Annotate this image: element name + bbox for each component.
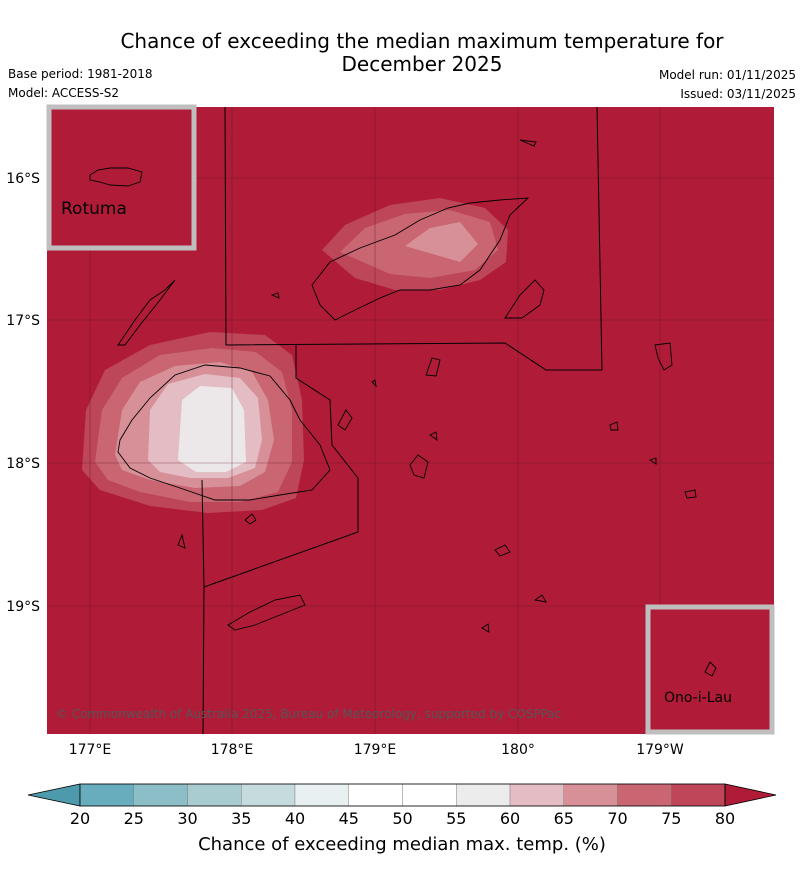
rotuma-island	[89, 167, 143, 187]
latitude-labels: 16°S 17°S 18°S 19°S	[6, 171, 40, 615]
lat-label-4: 19°S	[6, 599, 40, 615]
colorbar-segment	[133, 783, 188, 807]
issued-date: Issued: 03/11/2025	[680, 87, 796, 101]
colorbar-segment	[187, 783, 242, 807]
colorbar-segment	[348, 783, 403, 807]
contour-50-55	[178, 386, 246, 472]
colorbar-segment	[241, 783, 296, 807]
lon-label-3: 179°E	[354, 742, 397, 758]
colorbar-segment	[294, 783, 349, 807]
colorbar-segment	[456, 783, 511, 807]
colorbar-tick-label: 30	[177, 809, 197, 828]
colorbar-label: Chance of exceeding median max. temp. (%…	[198, 834, 606, 855]
colorbar-segment	[617, 783, 672, 807]
meta-left: Base period: 1981-2018 Model: ACCESS-S2	[8, 67, 153, 105]
colorbar-segment	[563, 783, 618, 807]
lon-label-4: 180°	[501, 742, 535, 758]
copyright-notice: © Commonwealth of Australia 2025, Bureau…	[56, 707, 561, 721]
ono-i-lau-label: Ono-i-Lau	[664, 690, 732, 706]
lon-label-5: 179°W	[636, 742, 684, 758]
vanua-levu-coast	[311, 197, 530, 321]
colorbar-segment	[509, 783, 564, 807]
title-line-1: Chance of exceeding the median maximum t…	[120, 29, 724, 53]
colorbar-tick-label: 35	[231, 809, 251, 828]
title-line-2: December 2025	[341, 52, 503, 76]
longitude-labels: 177°E 178°E 179°E 180° 179°W	[69, 742, 684, 758]
colorbar-tick-label: 45	[339, 809, 359, 828]
contour-north-60	[405, 222, 478, 262]
colorbar-tick-label: 50	[392, 809, 412, 828]
model-name: Model: ACCESS-S2	[8, 86, 120, 100]
lat-label-2: 17°S	[6, 313, 40, 329]
colorbar-tick-label: 55	[446, 809, 466, 828]
probability-field	[82, 198, 508, 513]
lat-label-1: 16°S	[6, 171, 40, 187]
lon-label-1: 177°E	[69, 742, 112, 758]
kadavu-coast	[227, 594, 306, 631]
colorbar-tick-label: 25	[124, 809, 144, 828]
ono-i-lau-island	[704, 661, 717, 677]
colorbar-segment	[402, 783, 457, 807]
viti-levu-coast	[117, 364, 331, 501]
base-period: Base period: 1981-2018	[8, 67, 153, 81]
colorbar-tick-label: 75	[661, 809, 681, 828]
colorbar-extend-high	[724, 783, 777, 807]
colorbar-tick-label: 80	[715, 809, 735, 828]
meta-right: Model run: 01/11/2025 Issued: 03/11/2025	[659, 68, 796, 106]
rotuma-label: Rotuma	[61, 199, 127, 219]
colorbar-tick-label: 70	[607, 809, 627, 828]
rotuma-inset: Rotuma	[46, 104, 197, 251]
yasawa-coast	[117, 279, 176, 346]
colorbar-segment	[79, 783, 134, 807]
colorbar-tick-label: 65	[554, 809, 574, 828]
colorbar-tick-label: 60	[500, 809, 520, 828]
map-title: Chance of exceeding the median maximum t…	[0, 30, 804, 76]
ono-i-lau-inset: Ono-i-Lau	[645, 604, 775, 735]
model-run: Model run: 01/11/2025	[658, 68, 796, 82]
colorbar-tick-label: 20	[70, 809, 90, 828]
lat-label-3: 18°S	[6, 456, 40, 472]
colorbar-tick-label: 40	[285, 809, 305, 828]
colorbar: 20 25 30 35 40 45 50 55 60 65 70 75 80	[27, 783, 777, 828]
colorbar-segment	[671, 783, 726, 807]
coastlines	[117, 139, 697, 633]
lon-label-2: 178°E	[211, 742, 254, 758]
division-boundaries	[201, 107, 603, 734]
colorbar-extend-low	[27, 783, 81, 807]
colorbar-frame	[79, 783, 726, 807]
taveuni-coast	[504, 279, 545, 319]
